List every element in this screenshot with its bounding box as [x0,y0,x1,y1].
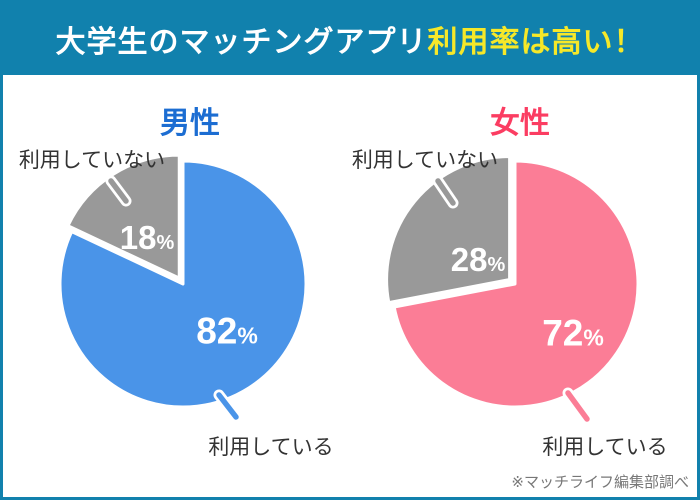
slice-label-female-using: 利用している [542,436,668,459]
leader-line-using [216,392,239,420]
leader-line-not-using [435,178,456,206]
pie-slice-using [58,159,308,409]
pie-slice-not-using [66,153,181,280]
slice-label-male-using: 利用している [208,436,334,459]
chart-title-male: 男性 [160,107,220,140]
slice-label-male-not-using: 利用していない [18,149,166,172]
chart-title-female: 女性 [490,107,550,140]
pie-slice-not-using [385,155,512,305]
pie-chart-male: 82%18% [58,153,308,423]
page-title: 大学生のマッチングアプリ利用率は高い！ [56,17,645,61]
leader-line-using [565,390,590,422]
page-title-main: 大学生のマッチングアプリ [55,26,428,59]
header-banner: 大学生のマッチングアプリ利用率は高い！ [3,3,697,75]
source-footnote: ※マッチライフ編集部調べ [511,474,689,491]
pie-chart-female: 72%28% [385,155,640,425]
page-title-highlight: 利用率は高い！ [427,26,645,59]
slice-label-female-not-using: 利用していない [351,149,499,172]
pie-slice-using [392,159,640,409]
leader-line-not-using [108,178,129,204]
